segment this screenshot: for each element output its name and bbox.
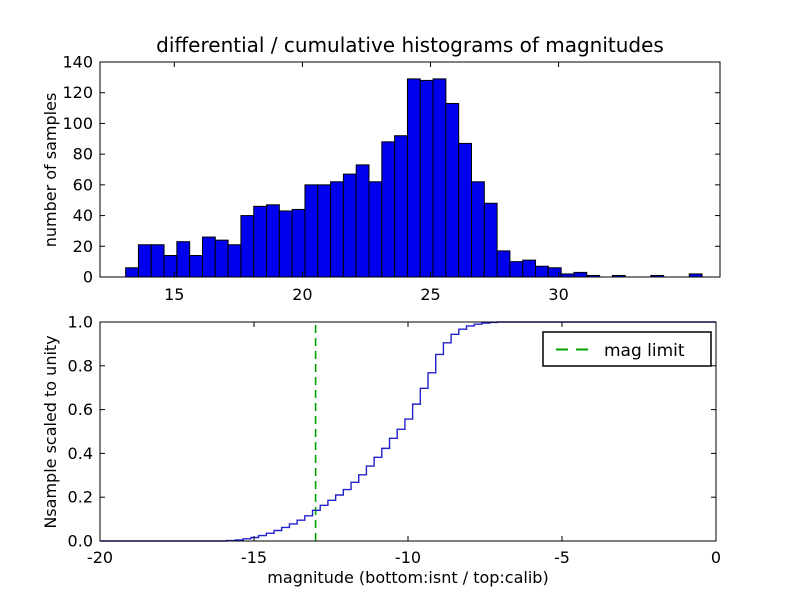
histogram-bar bbox=[470, 181, 485, 278]
histogram-bar bbox=[266, 204, 280, 278]
x-tick-label: -20 bbox=[87, 548, 113, 567]
axes-frame bbox=[99, 61, 721, 278]
x-tick-label: 15 bbox=[164, 285, 184, 304]
histogram-bar bbox=[278, 210, 293, 278]
x-tick-label: 30 bbox=[548, 285, 568, 304]
histogram-bar bbox=[240, 215, 255, 278]
y-tick-label: 0 bbox=[83, 268, 93, 287]
histogram-bar bbox=[253, 205, 268, 278]
histogram-bar bbox=[522, 259, 537, 278]
y-tick-label: 40 bbox=[73, 206, 93, 225]
histogram-bar bbox=[304, 184, 319, 278]
histogram-bar bbox=[419, 79, 434, 278]
histogram-bar bbox=[214, 239, 229, 278]
histogram-bar bbox=[330, 181, 344, 278]
histogram-bar bbox=[509, 261, 524, 278]
histogram-bar bbox=[163, 255, 178, 278]
bottom-y-axis-label: Nsample scaled to unity bbox=[41, 335, 60, 528]
y-tick-label: 100 bbox=[62, 114, 93, 133]
histogram-bar bbox=[432, 78, 447, 278]
histogram-bar bbox=[125, 267, 139, 278]
histogram-bar bbox=[342, 173, 357, 278]
histogram-bar bbox=[355, 164, 370, 278]
y-tick-label: 80 bbox=[73, 145, 93, 164]
histogram-bar bbox=[483, 202, 498, 278]
legend-label: mag limit bbox=[604, 341, 685, 361]
y-tick-label: 140 bbox=[62, 53, 93, 72]
histogram-bar bbox=[201, 236, 216, 278]
histogram-bar bbox=[227, 244, 242, 278]
y-tick-label: 0.6 bbox=[68, 400, 93, 419]
histogram-bar bbox=[291, 208, 306, 278]
figure-title: differential / cumulative histograms of … bbox=[156, 33, 664, 57]
histogram-bar bbox=[176, 241, 191, 278]
histogram-bar bbox=[317, 184, 332, 278]
histogram-bar bbox=[445, 102, 460, 278]
x-tick-label: -10 bbox=[395, 548, 421, 567]
y-tick-label: 0.2 bbox=[68, 488, 93, 507]
x-tick-label: 20 bbox=[292, 285, 312, 304]
histogram-bar bbox=[394, 135, 408, 278]
histogram-bar bbox=[573, 271, 588, 278]
y-tick-label: 0.8 bbox=[68, 356, 93, 375]
histogram-bar bbox=[189, 255, 203, 278]
y-tick-label: 60 bbox=[73, 175, 93, 194]
histogram-bar bbox=[406, 78, 421, 278]
histogram-bar bbox=[368, 181, 383, 278]
histogram-bar bbox=[547, 267, 562, 278]
legend-box bbox=[542, 331, 712, 367]
histogram-bar bbox=[535, 265, 549, 278]
histogram-bar bbox=[496, 250, 511, 278]
bottom-x-axis-label: magnitude (bottom:isnt / top:calib) bbox=[267, 568, 548, 587]
cumulative-step-line bbox=[100, 321, 716, 542]
y-tick-label: 120 bbox=[62, 83, 93, 102]
histogram-bar bbox=[150, 244, 165, 278]
histogram-bar bbox=[458, 142, 472, 278]
x-tick-label: 25 bbox=[420, 285, 440, 304]
y-tick-label: 0.4 bbox=[68, 444, 93, 463]
x-tick-label: -15 bbox=[241, 548, 267, 567]
x-tick-label: 0 bbox=[711, 548, 721, 567]
y-tick-label: 0.0 bbox=[68, 532, 93, 551]
histogram-bar bbox=[381, 141, 396, 278]
y-tick-label: 20 bbox=[73, 237, 93, 256]
x-tick-label: -5 bbox=[554, 548, 570, 567]
y-tick-label: 1.0 bbox=[68, 313, 93, 332]
top-y-axis-label: number of samples bbox=[41, 93, 60, 248]
histogram-bar bbox=[137, 244, 152, 278]
